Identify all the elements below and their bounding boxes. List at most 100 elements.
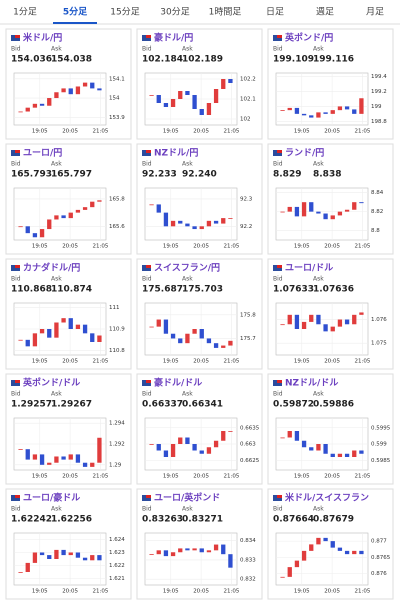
y-tick-label: 102.1 — [240, 97, 256, 103]
candle — [163, 212, 169, 227]
tab[interactable]: 日足 — [266, 7, 284, 18]
ask-value: 0.87679 — [313, 515, 354, 525]
candle — [213, 343, 219, 348]
pair-title[interactable]: 豪ドル/ドル — [154, 377, 202, 389]
flag-stripe — [277, 35, 282, 38]
flag-stripe — [15, 380, 20, 383]
chart-frame — [275, 187, 369, 241]
panel[interactable] — [267, 373, 394, 485]
tab[interactable]: 週足 — [316, 7, 334, 18]
candle — [294, 560, 300, 568]
pair-title[interactable]: ユーロ/英ポンド — [154, 492, 220, 504]
candle — [287, 206, 292, 212]
candle — [309, 115, 314, 118]
pair-title[interactable]: 英ポンド/円 — [284, 32, 333, 44]
pair-title[interactable]: 米ドル/円 — [22, 32, 62, 44]
bid-label: Bid — [142, 46, 152, 53]
pair-title[interactable]: 豪ドル/円 — [154, 32, 193, 44]
y-tick-label: 92.2 — [240, 224, 252, 230]
y-tick-label: 1.076 — [371, 317, 387, 323]
x-tick-label: 19:05 — [294, 129, 310, 135]
bid-label: Bid — [11, 391, 21, 398]
panel[interactable] — [136, 488, 263, 600]
panel[interactable] — [5, 373, 132, 485]
panel[interactable] — [136, 258, 263, 370]
panel[interactable] — [267, 28, 394, 140]
candle — [25, 226, 30, 234]
tab[interactable]: 30分足 — [160, 7, 189, 18]
tab[interactable]: 15分足 — [110, 7, 139, 18]
pair-title[interactable]: ユーロ/ドル — [285, 263, 333, 274]
pair-title[interactable]: 英ポンド/ドル — [22, 377, 80, 389]
pair-title[interactable]: ランド/円 — [285, 148, 324, 159]
ask-value: 1.62256 — [51, 515, 92, 525]
candle — [221, 345, 226, 348]
candle — [359, 98, 364, 114]
flag-stripe — [277, 495, 282, 498]
candle — [82, 557, 88, 561]
y-tick-label: 0.8765 — [371, 555, 391, 561]
panel[interactable] — [267, 488, 394, 600]
panel[interactable] — [136, 28, 263, 140]
candle — [344, 550, 350, 555]
ask-value: 92.240 — [182, 170, 217, 180]
x-tick-label: 21:05 — [224, 129, 240, 135]
x-tick-label: 19:05 — [32, 474, 48, 480]
panel[interactable] — [267, 143, 394, 255]
ask-value: 199.116 — [313, 55, 354, 65]
x-tick-label: 20:05 — [193, 244, 209, 250]
candle — [301, 550, 307, 561]
candle — [90, 462, 95, 467]
pair-title[interactable]: 米ドル/スイスフラン — [284, 492, 369, 504]
tab[interactable]: 1分足 — [13, 7, 37, 18]
panel[interactable] — [5, 488, 132, 600]
y-tick-label: 0.833 — [240, 557, 256, 563]
candle — [82, 207, 88, 210]
ask-label: Ask — [313, 161, 324, 168]
y-tick-label: 8.82 — [371, 209, 383, 215]
pair-title[interactable]: スイスフラン/円 — [154, 263, 220, 274]
tab[interactable]: 1時間足 — [209, 7, 242, 18]
tab[interactable]: 月足 — [366, 7, 384, 18]
bid-label: Bid — [11, 276, 21, 283]
candle — [199, 450, 204, 454]
bid-value: 165.793 — [11, 170, 52, 180]
candle — [280, 110, 285, 111]
candle — [47, 219, 52, 230]
pair-title[interactable]: NZドル/ドル — [285, 378, 338, 389]
y-tick-label: 175.8 — [240, 312, 256, 318]
panel[interactable] — [267, 258, 394, 370]
candle — [206, 220, 212, 227]
candle — [32, 552, 38, 563]
candle — [68, 88, 73, 95]
candle — [25, 562, 30, 572]
flag-stripe — [146, 35, 151, 38]
candle — [25, 449, 30, 460]
ask-value: 0.59886 — [313, 400, 354, 410]
y-tick-label: 199.4 — [371, 74, 387, 80]
pair-title[interactable]: ユーロ/豪ドル — [23, 492, 80, 504]
panel[interactable] — [5, 28, 132, 140]
chart-frame — [13, 187, 107, 241]
x-tick-label: 21:05 — [355, 129, 371, 135]
candle — [337, 319, 343, 327]
x-tick-label: 19:05 — [163, 244, 179, 250]
flag-stripe — [277, 265, 282, 268]
flag-stripe — [15, 35, 20, 38]
candle — [185, 223, 190, 227]
tab-underline — [53, 22, 97, 24]
pair-title[interactable]: NZドル/円 — [154, 148, 198, 159]
y-tick-label: 8.8 — [371, 228, 380, 234]
tab[interactable]: 5分足 — [63, 6, 88, 18]
candle — [192, 548, 197, 551]
candle — [228, 554, 233, 568]
panel[interactable] — [136, 373, 263, 485]
candle — [156, 319, 161, 327]
candle — [316, 444, 321, 451]
pair-title[interactable]: ユーロ/円 — [23, 148, 62, 159]
x-tick-label: 20:05 — [324, 244, 340, 250]
pair-title[interactable]: カナダドル/円 — [23, 262, 80, 274]
ask-label: Ask — [51, 276, 62, 283]
candle — [170, 99, 176, 107]
ask-label: Ask — [182, 506, 193, 513]
